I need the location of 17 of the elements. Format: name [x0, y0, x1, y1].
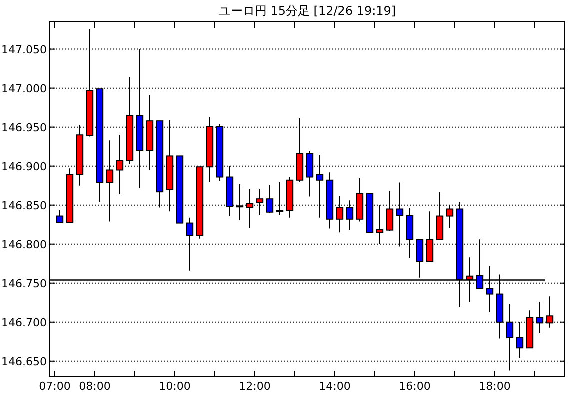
y-tick-label: 146.700	[2, 316, 47, 330]
y-tick-label: 146.650	[2, 355, 47, 368]
y-tick-label: 146.850	[2, 199, 47, 212]
x-tick-label: 10:00	[159, 380, 191, 393]
y-tick-label: 147.050	[2, 43, 47, 56]
title: ユーロ円 15分足 [12/26 19:19]	[218, 4, 396, 18]
x-tick-label: 14:00	[319, 380, 351, 393]
x-tick-label: 08:00	[79, 380, 111, 393]
x-tick-label: 12:00	[239, 380, 271, 393]
y-tick-label: 146.950	[2, 121, 47, 134]
y-tick-label: 146.900	[2, 160, 47, 174]
x-tick-label: 07:00	[39, 380, 71, 393]
x-tick-label: 16:00	[399, 380, 431, 393]
y-tick-label: 146.750	[2, 277, 47, 290]
y-tick-label: 146.800	[2, 238, 47, 252]
x-tick-label: 18:00	[479, 380, 511, 393]
y-tick-label: 147.000	[2, 82, 47, 96]
